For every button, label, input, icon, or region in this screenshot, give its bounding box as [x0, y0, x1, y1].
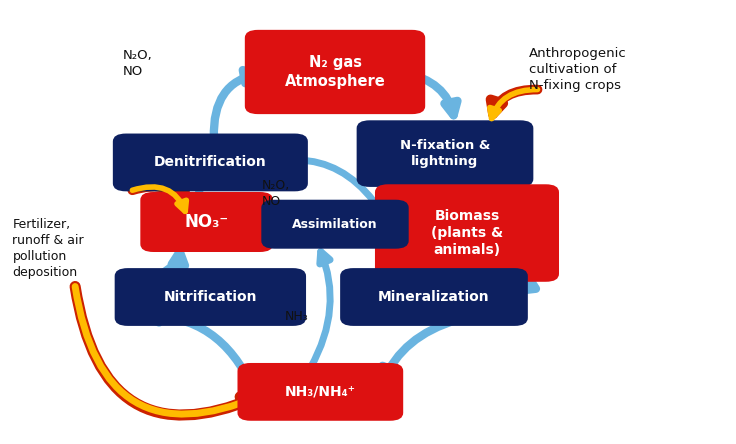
FancyBboxPatch shape — [245, 30, 425, 114]
Text: N₂O,
NO: N₂O, NO — [122, 49, 152, 78]
Text: NO₃⁻: NO₃⁻ — [185, 213, 229, 231]
Text: NH₃: NH₃ — [285, 310, 309, 323]
FancyBboxPatch shape — [238, 363, 403, 421]
Text: Nitrification: Nitrification — [163, 290, 257, 304]
FancyBboxPatch shape — [141, 192, 273, 252]
Text: Mineralization: Mineralization — [378, 290, 489, 304]
FancyBboxPatch shape — [113, 134, 308, 191]
FancyBboxPatch shape — [340, 268, 528, 326]
FancyBboxPatch shape — [115, 268, 306, 326]
Text: Fertilizer,
runoff & air
pollution
deposition: Fertilizer, runoff & air pollution depos… — [13, 218, 84, 279]
Text: N₂O,
NO: N₂O, NO — [262, 179, 290, 208]
FancyBboxPatch shape — [375, 184, 559, 282]
Text: NH₃/NH₄⁺: NH₃/NH₄⁺ — [285, 385, 355, 399]
FancyBboxPatch shape — [261, 200, 408, 249]
Text: Anthropogenic
cultivation of
N-fixing crops: Anthropogenic cultivation of N-fixing cr… — [529, 47, 627, 92]
Text: Biomass
(plants &
animals): Biomass (plants & animals) — [431, 209, 503, 258]
Text: N₂ gas
Atmosphere: N₂ gas Atmosphere — [285, 55, 386, 89]
Text: Assimilation: Assimilation — [292, 218, 378, 231]
FancyBboxPatch shape — [357, 120, 534, 187]
Text: N-fixation &
lightning: N-fixation & lightning — [400, 139, 490, 168]
Text: Denitrification: Denitrification — [154, 155, 266, 170]
